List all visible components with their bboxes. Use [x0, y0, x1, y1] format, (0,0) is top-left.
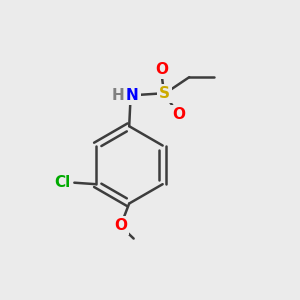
Text: S: S [159, 86, 170, 101]
Text: O: O [114, 218, 127, 233]
Text: H: H [112, 88, 124, 103]
Text: O: O [172, 107, 185, 122]
Text: Cl: Cl [54, 175, 70, 190]
Text: O: O [155, 62, 168, 77]
Text: N: N [126, 88, 139, 103]
